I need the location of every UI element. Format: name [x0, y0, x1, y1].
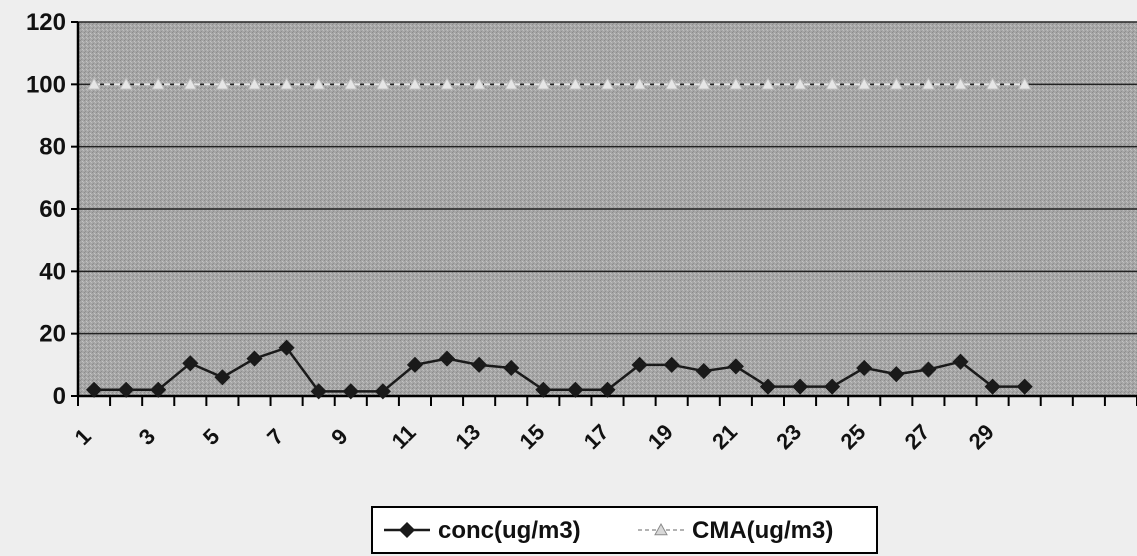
data-point — [921, 77, 936, 90]
data-point — [472, 77, 486, 90]
x-tick-label: 21 — [707, 419, 742, 454]
x-tick-label: 23 — [771, 419, 806, 454]
data-point — [920, 361, 937, 378]
y-tick-label: 80 — [39, 134, 66, 161]
data-point — [376, 77, 390, 90]
y-tick-label: 20 — [39, 321, 66, 348]
data-point — [952, 353, 969, 370]
data-point — [310, 383, 327, 400]
x-tick-label: 1 — [70, 424, 96, 450]
data-point — [759, 378, 777, 395]
legend-label: CMA(ug/m3) — [692, 517, 833, 544]
data-point — [503, 359, 520, 377]
data-point — [599, 381, 616, 398]
x-tick-label: 5 — [198, 424, 224, 450]
x-tick-label: 13 — [450, 419, 485, 454]
legend: conc(ug/m3) CMA(ug/m3) — [371, 506, 878, 554]
data-point — [183, 77, 198, 90]
data-point — [664, 77, 679, 90]
data-point — [246, 350, 263, 367]
data-point — [696, 77, 711, 90]
data-point — [761, 77, 775, 90]
data-point — [247, 77, 262, 90]
data-point — [438, 350, 456, 367]
data-point — [150, 381, 167, 398]
y-axis-ticks: 0 20 40 60 80 100 120 — [26, 9, 78, 410]
data-point — [984, 378, 1001, 395]
gridlines — [78, 21, 1137, 335]
data-point — [182, 355, 199, 372]
x-tick-label: 3 — [134, 424, 160, 450]
data-point — [398, 521, 416, 539]
x-tick-label: 27 — [900, 419, 935, 454]
data-point — [406, 356, 424, 373]
data-point — [119, 77, 133, 90]
data-point — [695, 363, 712, 380]
series — [85, 77, 1033, 400]
data-point — [278, 339, 295, 356]
data-point — [953, 77, 968, 90]
x-tick-label: 25 — [835, 419, 870, 454]
data-point — [663, 356, 680, 373]
x-tick-label: 19 — [643, 419, 678, 454]
data-point — [825, 77, 839, 90]
data-point — [535, 381, 552, 398]
data-point — [536, 77, 551, 90]
x-tick-label: 9 — [326, 424, 352, 450]
data-point — [440, 77, 454, 90]
data-point — [631, 356, 648, 373]
data-point — [632, 77, 647, 90]
data-point — [856, 359, 873, 377]
data-point — [824, 378, 841, 395]
legend-item: CMA(ug/m3) — [638, 517, 833, 544]
data-point — [471, 356, 488, 373]
data-point — [888, 366, 905, 383]
data-point — [568, 77, 583, 90]
y-tick-label: 100 — [26, 71, 66, 98]
data-point — [600, 77, 615, 90]
x-tick-label: 7 — [262, 424, 288, 450]
data-point — [342, 383, 359, 400]
legend-label: conc(ug/m3) — [438, 517, 581, 544]
data-point — [214, 369, 231, 386]
y-tick-label: 0 — [53, 383, 66, 410]
x-tick-label: 15 — [515, 419, 550, 454]
data-point — [374, 383, 391, 400]
data-point — [151, 77, 166, 90]
data-point — [87, 77, 101, 90]
data-point — [279, 77, 294, 90]
y-tick-label: 40 — [39, 258, 66, 285]
data-point — [408, 77, 422, 90]
data-point — [985, 77, 1000, 90]
data-point — [215, 77, 230, 90]
x-tick-label: 11 — [387, 420, 421, 454]
series-conc — [85, 339, 1033, 400]
data-point — [729, 77, 743, 90]
data-point — [1017, 77, 1032, 90]
data-point — [504, 77, 519, 90]
data-point — [791, 378, 809, 395]
data-point — [654, 522, 668, 536]
y-tick-label: 120 — [26, 9, 66, 36]
data-point — [857, 77, 872, 90]
data-point — [118, 381, 135, 398]
data-point — [889, 77, 904, 90]
data-point — [85, 381, 103, 398]
x-tick-label: 29 — [964, 419, 999, 454]
data-point — [343, 77, 358, 90]
legend-item: conc(ug/m3) — [384, 517, 581, 544]
legend-box — [371, 506, 878, 554]
series-cma — [87, 77, 1032, 90]
data-point — [1016, 378, 1033, 395]
data-point — [727, 358, 744, 375]
y-tick-label: 60 — [39, 196, 66, 223]
x-axis-ticks: 1 3 5 7 9 11 13 15 17 19 21 23 25 27 29 — [70, 396, 1137, 454]
data-point — [567, 381, 584, 398]
data-point — [311, 77, 326, 90]
x-tick-label: 17 — [579, 419, 614, 454]
data-point — [793, 77, 807, 90]
